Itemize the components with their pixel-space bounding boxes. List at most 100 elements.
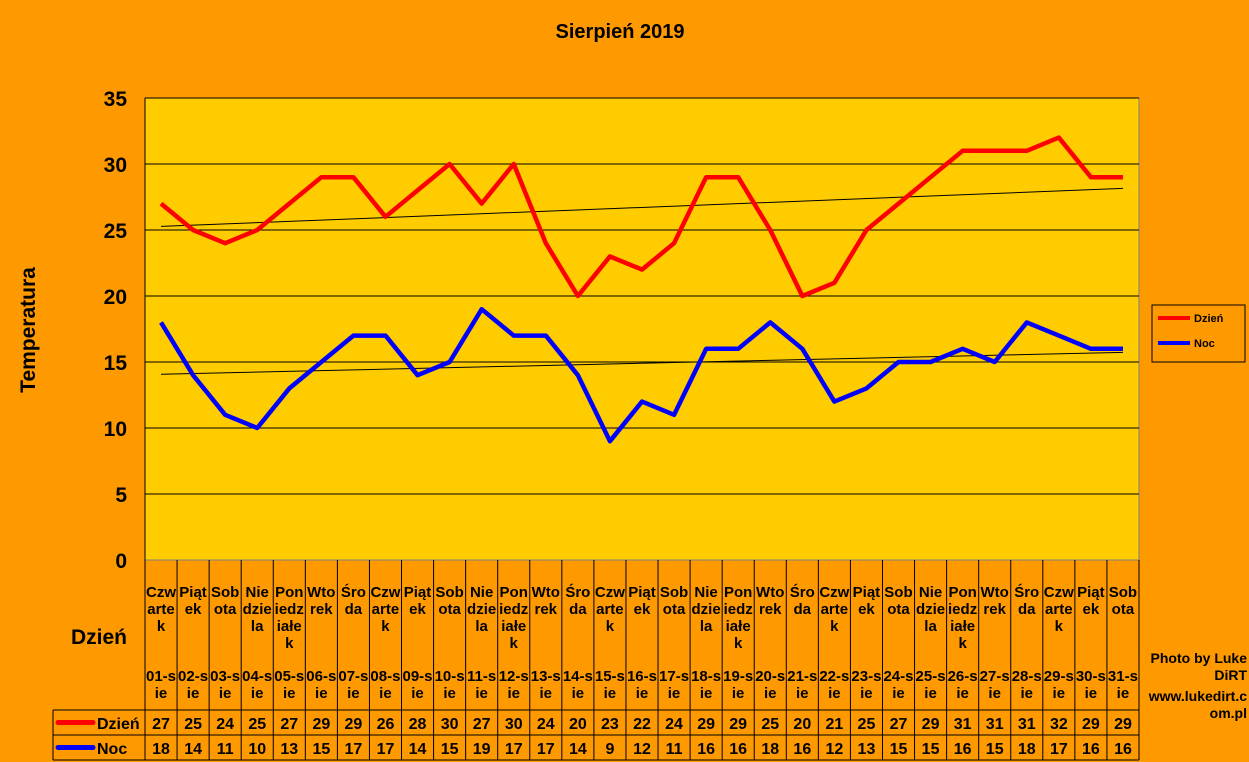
date-label: 24-sie (883, 668, 914, 702)
table-cell: 24 (537, 716, 555, 733)
y-tick-label: 30 (104, 154, 127, 177)
y-tick-label: 5 (115, 484, 127, 507)
date-label: 10-sie (434, 668, 465, 702)
table-cell: 25 (248, 716, 266, 733)
table-cell: 16 (1114, 741, 1132, 758)
table-series-name: Noc (97, 741, 127, 758)
date-label: 20-sie (755, 668, 786, 702)
table-cell: 15 (922, 741, 940, 758)
y-tick-label: 25 (104, 220, 128, 243)
date-label: 21-sie (787, 668, 818, 702)
weekday-label: Niedziela (467, 584, 497, 635)
weekday-label: Czwartek (146, 584, 176, 635)
weekday-label: Poniedziałek (723, 584, 753, 652)
date-label: 15-sie (594, 668, 625, 702)
weekday-label: Środa (1014, 584, 1040, 618)
table-cell: 16 (1082, 741, 1100, 758)
weekday-label: Sobota (435, 584, 464, 618)
date-label: 28-sie (1011, 668, 1042, 702)
weekday-label: Wtorek (307, 584, 336, 618)
date-label: 07-sie (338, 668, 369, 702)
table-cell: 11 (666, 741, 683, 758)
table-cell: 15 (441, 741, 459, 758)
date-label: 13-sie (530, 668, 561, 702)
table-cell: 27 (152, 716, 170, 733)
table-cell: 27 (280, 716, 298, 733)
table-cell: 14 (569, 741, 587, 758)
chart-title: Sierpień 2019 (556, 21, 685, 43)
table-cell: 16 (697, 741, 715, 758)
weekday-label: Wtorek (531, 584, 560, 618)
table-cell: 22 (633, 716, 651, 733)
weekday-label: Czwartek (370, 584, 401, 635)
date-label: 22-sie (819, 668, 850, 702)
legend-label-noc: Noc (1194, 338, 1215, 350)
table-cell: 16 (729, 741, 747, 758)
weekday-label: Piątek (852, 584, 881, 618)
weekday-label: Piątek (1077, 584, 1105, 618)
table-cell: 15 (312, 741, 330, 758)
date-label: 03-sie (210, 668, 241, 702)
table-cell: 14 (409, 741, 427, 758)
table-cell: 21 (825, 716, 843, 733)
table-cell: 13 (280, 741, 298, 758)
x-axis-label: Dzień (70, 626, 127, 649)
table-cell: 29 (922, 716, 940, 733)
date-label: 25-sie (915, 668, 946, 702)
weekday-label: Środa (789, 584, 815, 618)
date-label: 18-sie (691, 668, 722, 702)
date-label: 08-sie (370, 668, 401, 702)
table-cell: 30 (441, 716, 459, 733)
weekday-label: Sobota (210, 584, 240, 618)
date-label: 23-sie (851, 668, 882, 702)
table-cell: 31 (954, 716, 972, 733)
y-tick-label: 35 (104, 88, 128, 111)
weekday-label: Piątek (403, 584, 432, 618)
date-label: 19-sie (723, 668, 754, 702)
table-cell: 19 (473, 741, 491, 758)
date-label: 17-sie (659, 668, 690, 702)
date-label: 14-sie (562, 668, 593, 702)
table-cell: 28 (409, 716, 427, 733)
table-cell: 29 (312, 716, 330, 733)
date-label: 12-sie (498, 668, 529, 702)
weekday-label: Środa (340, 584, 366, 618)
table-cell: 29 (729, 716, 747, 733)
date-label: 09-sie (402, 668, 433, 702)
weekday-label: Czwartek (594, 584, 625, 635)
weekday-label: Poniedziałek (499, 584, 529, 652)
table-cell: 17 (537, 741, 555, 758)
trendline-Dzień (161, 187, 1123, 227)
table-cell: 20 (793, 716, 811, 733)
table-cell: 23 (601, 716, 619, 733)
y-tick-label: 15 (104, 352, 128, 375)
table-cell: 32 (1050, 716, 1068, 733)
table-cell: 26 (377, 716, 395, 733)
table-cell: 30 (505, 716, 523, 733)
weekday-label: Niedziela (691, 584, 721, 635)
table-cell: 31 (986, 716, 1004, 733)
weekday-label: Poniedziałek (274, 584, 304, 652)
weekday-label: Sobota (1108, 584, 1138, 618)
date-label: 29-sie (1043, 668, 1074, 702)
table-cell: 17 (1050, 741, 1068, 758)
table-cell: 17 (345, 741, 363, 758)
table-cell: 27 (890, 716, 908, 733)
table-cell: 12 (633, 741, 651, 758)
date-label: 02-sie (178, 668, 209, 702)
weekday-label: Niedziela (242, 584, 272, 635)
table-cell: 13 (858, 741, 876, 758)
watermark-line1: Photo by LukeDiRT (1150, 650, 1247, 683)
date-label: 30-sie (1075, 668, 1106, 702)
date-label: 01-sie (145, 668, 177, 702)
weekday-label: Sobota (659, 584, 689, 618)
table-cell: 16 (793, 741, 811, 758)
weekday-label: Środa (565, 584, 591, 618)
weekday-label: Poniedziałek (948, 584, 978, 652)
table-cell: 24 (216, 716, 234, 733)
date-label: 04-sie (242, 668, 273, 702)
table-cell: 10 (248, 741, 266, 758)
table-cell: 25 (184, 716, 202, 733)
table-cell: 24 (665, 716, 683, 733)
